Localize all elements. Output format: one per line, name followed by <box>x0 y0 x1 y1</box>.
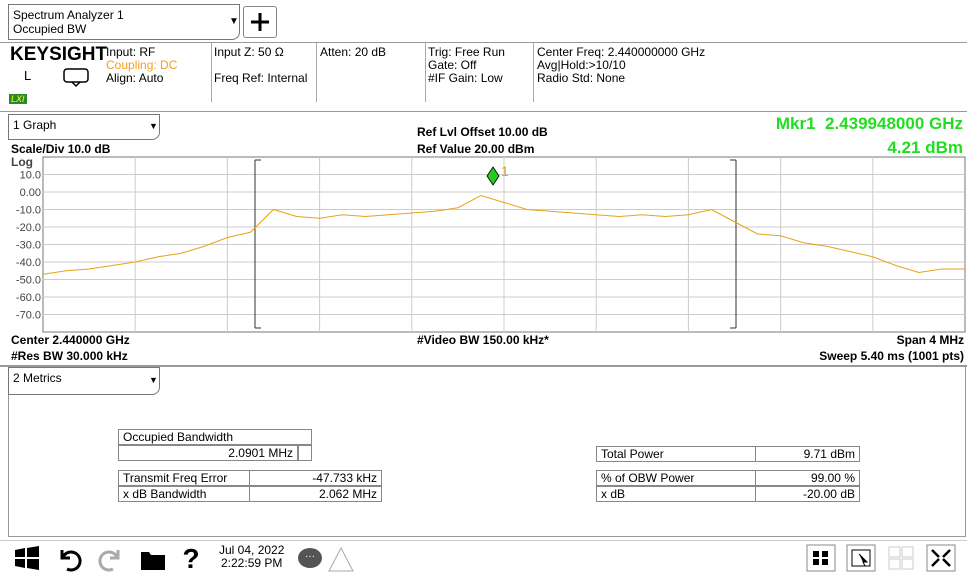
obw-limits <box>254 159 737 329</box>
marker-label: 1 <box>501 163 509 179</box>
y-tick-label: -50.0 <box>16 275 41 287</box>
svg-text:?: ? <box>182 544 199 572</box>
y-tick-label: -40.0 <box>16 257 41 269</box>
dropdown-arrow: ▼ <box>229 16 239 27</box>
y-tick-label: 10.0 <box>20 170 41 182</box>
metrics-panel <box>8 367 966 537</box>
y-tick-label: 0.00 <box>20 187 41 199</box>
setting: Radio Std: None <box>537 71 626 85</box>
svg-text:···: ··· <box>305 551 315 562</box>
setting: Input Z: 50 Ω <box>214 45 284 59</box>
setting: Gate: Off <box>428 58 477 72</box>
metric-label: % of OBW Power <box>596 470 756 486</box>
remote-icon <box>63 68 89 88</box>
y-tick-label: -30.0 <box>16 240 41 252</box>
metrics-selector-label: 2 Metrics <box>13 371 62 385</box>
column-divider <box>533 43 534 102</box>
res-bw: #Res BW 30.000 kHz <box>11 349 128 363</box>
metric-label: Transmit Freq Error <box>118 470 250 486</box>
setting: Align: Auto <box>106 71 164 85</box>
scale-type: Log <box>11 155 33 169</box>
mode-title: Spectrum Analyzer 1 <box>13 8 124 22</box>
video-bw: #Video BW 150.00 kHz* <box>417 333 549 347</box>
time: 2:22:59 PM <box>221 556 283 570</box>
metric-label: Occupied Bandwidth <box>118 429 312 445</box>
y-tick-label: -10.0 <box>16 205 41 217</box>
column-divider <box>211 43 212 102</box>
scale-div: Scale/Div 10.0 dB <box>11 142 111 156</box>
column-divider <box>425 43 426 102</box>
metric-value: 9.71 dBm <box>755 446 860 462</box>
setting: Avg|Hold:>10/10 <box>537 58 626 72</box>
setting: Coupling: DC <box>106 58 178 72</box>
y-tick-label: -20.0 <box>16 222 41 234</box>
mode-subtitle: Occupied BW <box>13 22 87 36</box>
layout-button[interactable] <box>806 544 836 572</box>
brand-logo: KEYSIGHT <box>10 44 108 65</box>
metric-value: -20.00 dB <box>755 486 860 502</box>
marker-level: 4.21 dBm <box>887 138 963 157</box>
fullscreen-button[interactable] <box>926 544 956 572</box>
setting: Atten: 20 dB <box>320 45 387 59</box>
trace-graph: 10.0 0.00 -10.0 -20.0 -30.0 -40.0 -50.0 -60.0 -7… <box>16 156 966 333</box>
ref-value: Ref Value 20.00 dBm <box>417 142 535 156</box>
span: Span 4 MHz <box>896 333 964 347</box>
help-button[interactable]: ? <box>176 544 206 572</box>
settings-bar <box>0 42 967 112</box>
setting: #IF Gain: Low <box>428 71 503 85</box>
y-tick-label: -60.0 <box>16 292 41 304</box>
graph-selector[interactable]: 1 Graph ▼ <box>8 114 160 140</box>
windows-button[interactable] <box>12 544 42 572</box>
setting: Input: RF <box>106 45 156 59</box>
setting: Center Freq: 2.440000000 GHz <box>537 45 706 59</box>
y-tick-label: -70.0 <box>16 310 41 322</box>
graph-selector-label: 1 Graph <box>13 118 57 132</box>
plus-icon <box>251 13 269 31</box>
clock: Jul 04, 2022 2:22:59 PM <box>219 544 284 570</box>
metric-cell <box>298 445 312 461</box>
column-divider <box>316 43 317 102</box>
undo-button[interactable] <box>54 544 84 572</box>
dropdown-arrow: ▼ <box>149 121 158 131</box>
window-button[interactable] <box>886 544 916 572</box>
date: Jul 04, 2022 <box>219 543 285 557</box>
metric-value: 2.062 MHz <box>249 486 382 502</box>
lxi-badge: LXI <box>9 94 27 104</box>
ref-offset: Ref Lvl Offset 10.00 dB <box>417 125 548 139</box>
marker-diamond <box>486 166 500 186</box>
metric-value: 2.0901 MHz <box>118 445 298 461</box>
metrics-selector[interactable]: 2 Metrics ▼ <box>8 367 160 395</box>
touch-button[interactable] <box>846 544 876 572</box>
trace <box>42 194 965 275</box>
graph-panel <box>0 111 967 367</box>
taskbar <box>0 540 967 574</box>
metric-value: -47.733 kHz <box>249 470 382 486</box>
setting: Freq Ref: Internal <box>214 71 308 85</box>
add-button[interactable] <box>243 6 277 38</box>
center-frequency: Center 2.440000 GHz <box>11 333 130 347</box>
local-indicator: L <box>24 68 32 83</box>
metric-value: 99.00 % <box>755 470 860 486</box>
metric-label: Total Power <box>596 446 756 462</box>
metric-label: x dB Bandwidth <box>118 486 250 502</box>
dropdown-arrow: ▼ <box>149 375 158 385</box>
files-button[interactable] <box>138 544 168 572</box>
metric-label: x dB <box>596 486 756 502</box>
notification-icons[interactable]: ··· <box>296 544 358 572</box>
setting: Trig: Free Run <box>428 45 505 59</box>
mode-selector[interactable]: Spectrum Analyzer 1 Occupied BW ▼ <box>8 4 240 40</box>
marker-frequency: Mkr1 2.439948000 GHz <box>775 114 963 133</box>
redo-button[interactable] <box>96 544 126 572</box>
sweep: Sweep 5.40 ms (1001 pts) <box>819 349 964 363</box>
